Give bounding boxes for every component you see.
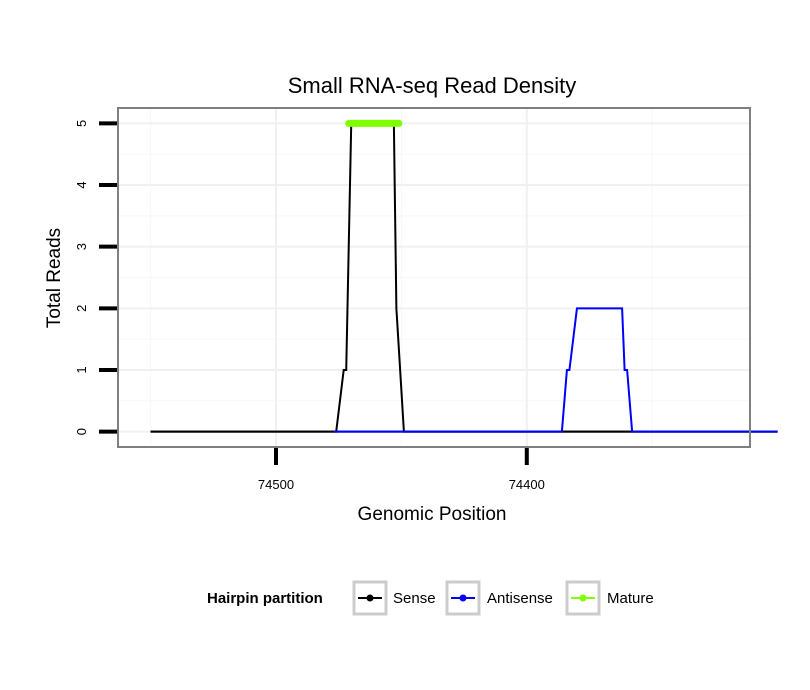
legend-title: Hairpin partition: [207, 590, 323, 607]
x-tick-label: 74500: [258, 477, 294, 492]
x-axis-title: Genomic Position: [358, 504, 507, 525]
y-tick-label: 4: [74, 181, 89, 188]
legend: Hairpin partition Sense Antisense Mature: [207, 580, 654, 616]
legend-label: Antisense: [487, 590, 553, 607]
y-tick-label: 3: [74, 243, 89, 250]
plot-panel-border: [117, 107, 751, 448]
legend-key-box: [565, 580, 601, 616]
legend-key-point: [366, 594, 374, 602]
legend-label: Mature: [607, 590, 654, 607]
x-axis: 74500 74400: [258, 448, 545, 492]
grid-minor: [118, 108, 750, 447]
y-axis: 0 1 2 3 4 5: [74, 120, 117, 435]
legend-label: Sense: [393, 590, 436, 607]
y-tick-label: 1: [74, 366, 89, 373]
y-axis-title: Total Reads: [44, 228, 65, 328]
series-layer: [150, 119, 778, 433]
x-tick-label: 74400: [509, 477, 545, 492]
y-tick-label: 0: [74, 428, 89, 435]
y-tick-label: 2: [74, 305, 89, 312]
chart-title: Small RNA-seq Read Density: [288, 73, 577, 98]
legend-key-point: [459, 594, 467, 602]
legend-key-point: [579, 594, 587, 602]
series-line-antisense: [333, 307, 778, 433]
y-tick-label: 5: [74, 120, 89, 127]
